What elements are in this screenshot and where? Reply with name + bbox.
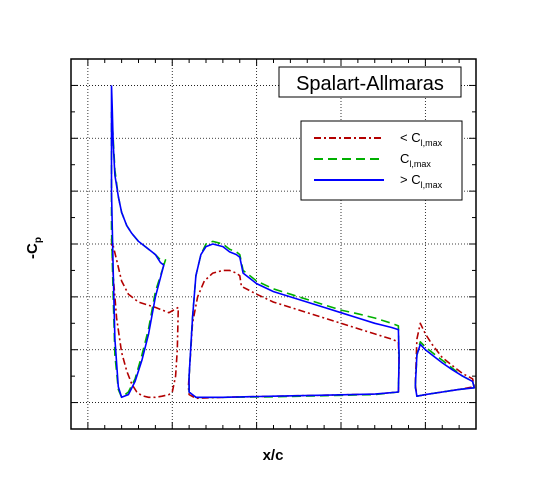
series-line-0-element-1 <box>187 269 400 400</box>
series-line-0-element-0 <box>110 238 180 399</box>
legend-label-main: C <box>400 151 409 166</box>
series-line-2-element-0 <box>110 85 165 399</box>
series-line-2-element-1 <box>188 243 400 399</box>
legend-box <box>300 120 463 201</box>
y-axis-label: -Cp <box>24 237 44 259</box>
series-line-1-element-0 <box>110 111 167 399</box>
legend-label-sub: l,max <box>421 180 443 190</box>
series-line-1-element-1 <box>188 240 400 399</box>
series-line-2-element-2 <box>414 343 476 397</box>
legend-label-sub: l,max <box>409 159 431 169</box>
x-axis-label: x/c <box>263 447 284 464</box>
legend-label-0: < Cl,max <box>400 130 443 148</box>
legend-label-sub: l,max <box>421 138 443 148</box>
title-box <box>278 66 462 98</box>
legend-label-2: > Cl,max <box>400 172 443 190</box>
legend-label-main: > C <box>400 172 421 187</box>
chart-title: Spalart-Allmaras <box>296 73 444 95</box>
plot-frame <box>70 58 477 430</box>
series-lines <box>110 85 476 400</box>
y-axis-label-sub: p <box>33 237 44 243</box>
series-line-0-element-2 <box>414 322 476 397</box>
y-axis-label-main: -C <box>24 243 41 259</box>
legend-label-main: < C <box>400 130 421 145</box>
legend-label-1: Cl,max <box>400 151 431 169</box>
